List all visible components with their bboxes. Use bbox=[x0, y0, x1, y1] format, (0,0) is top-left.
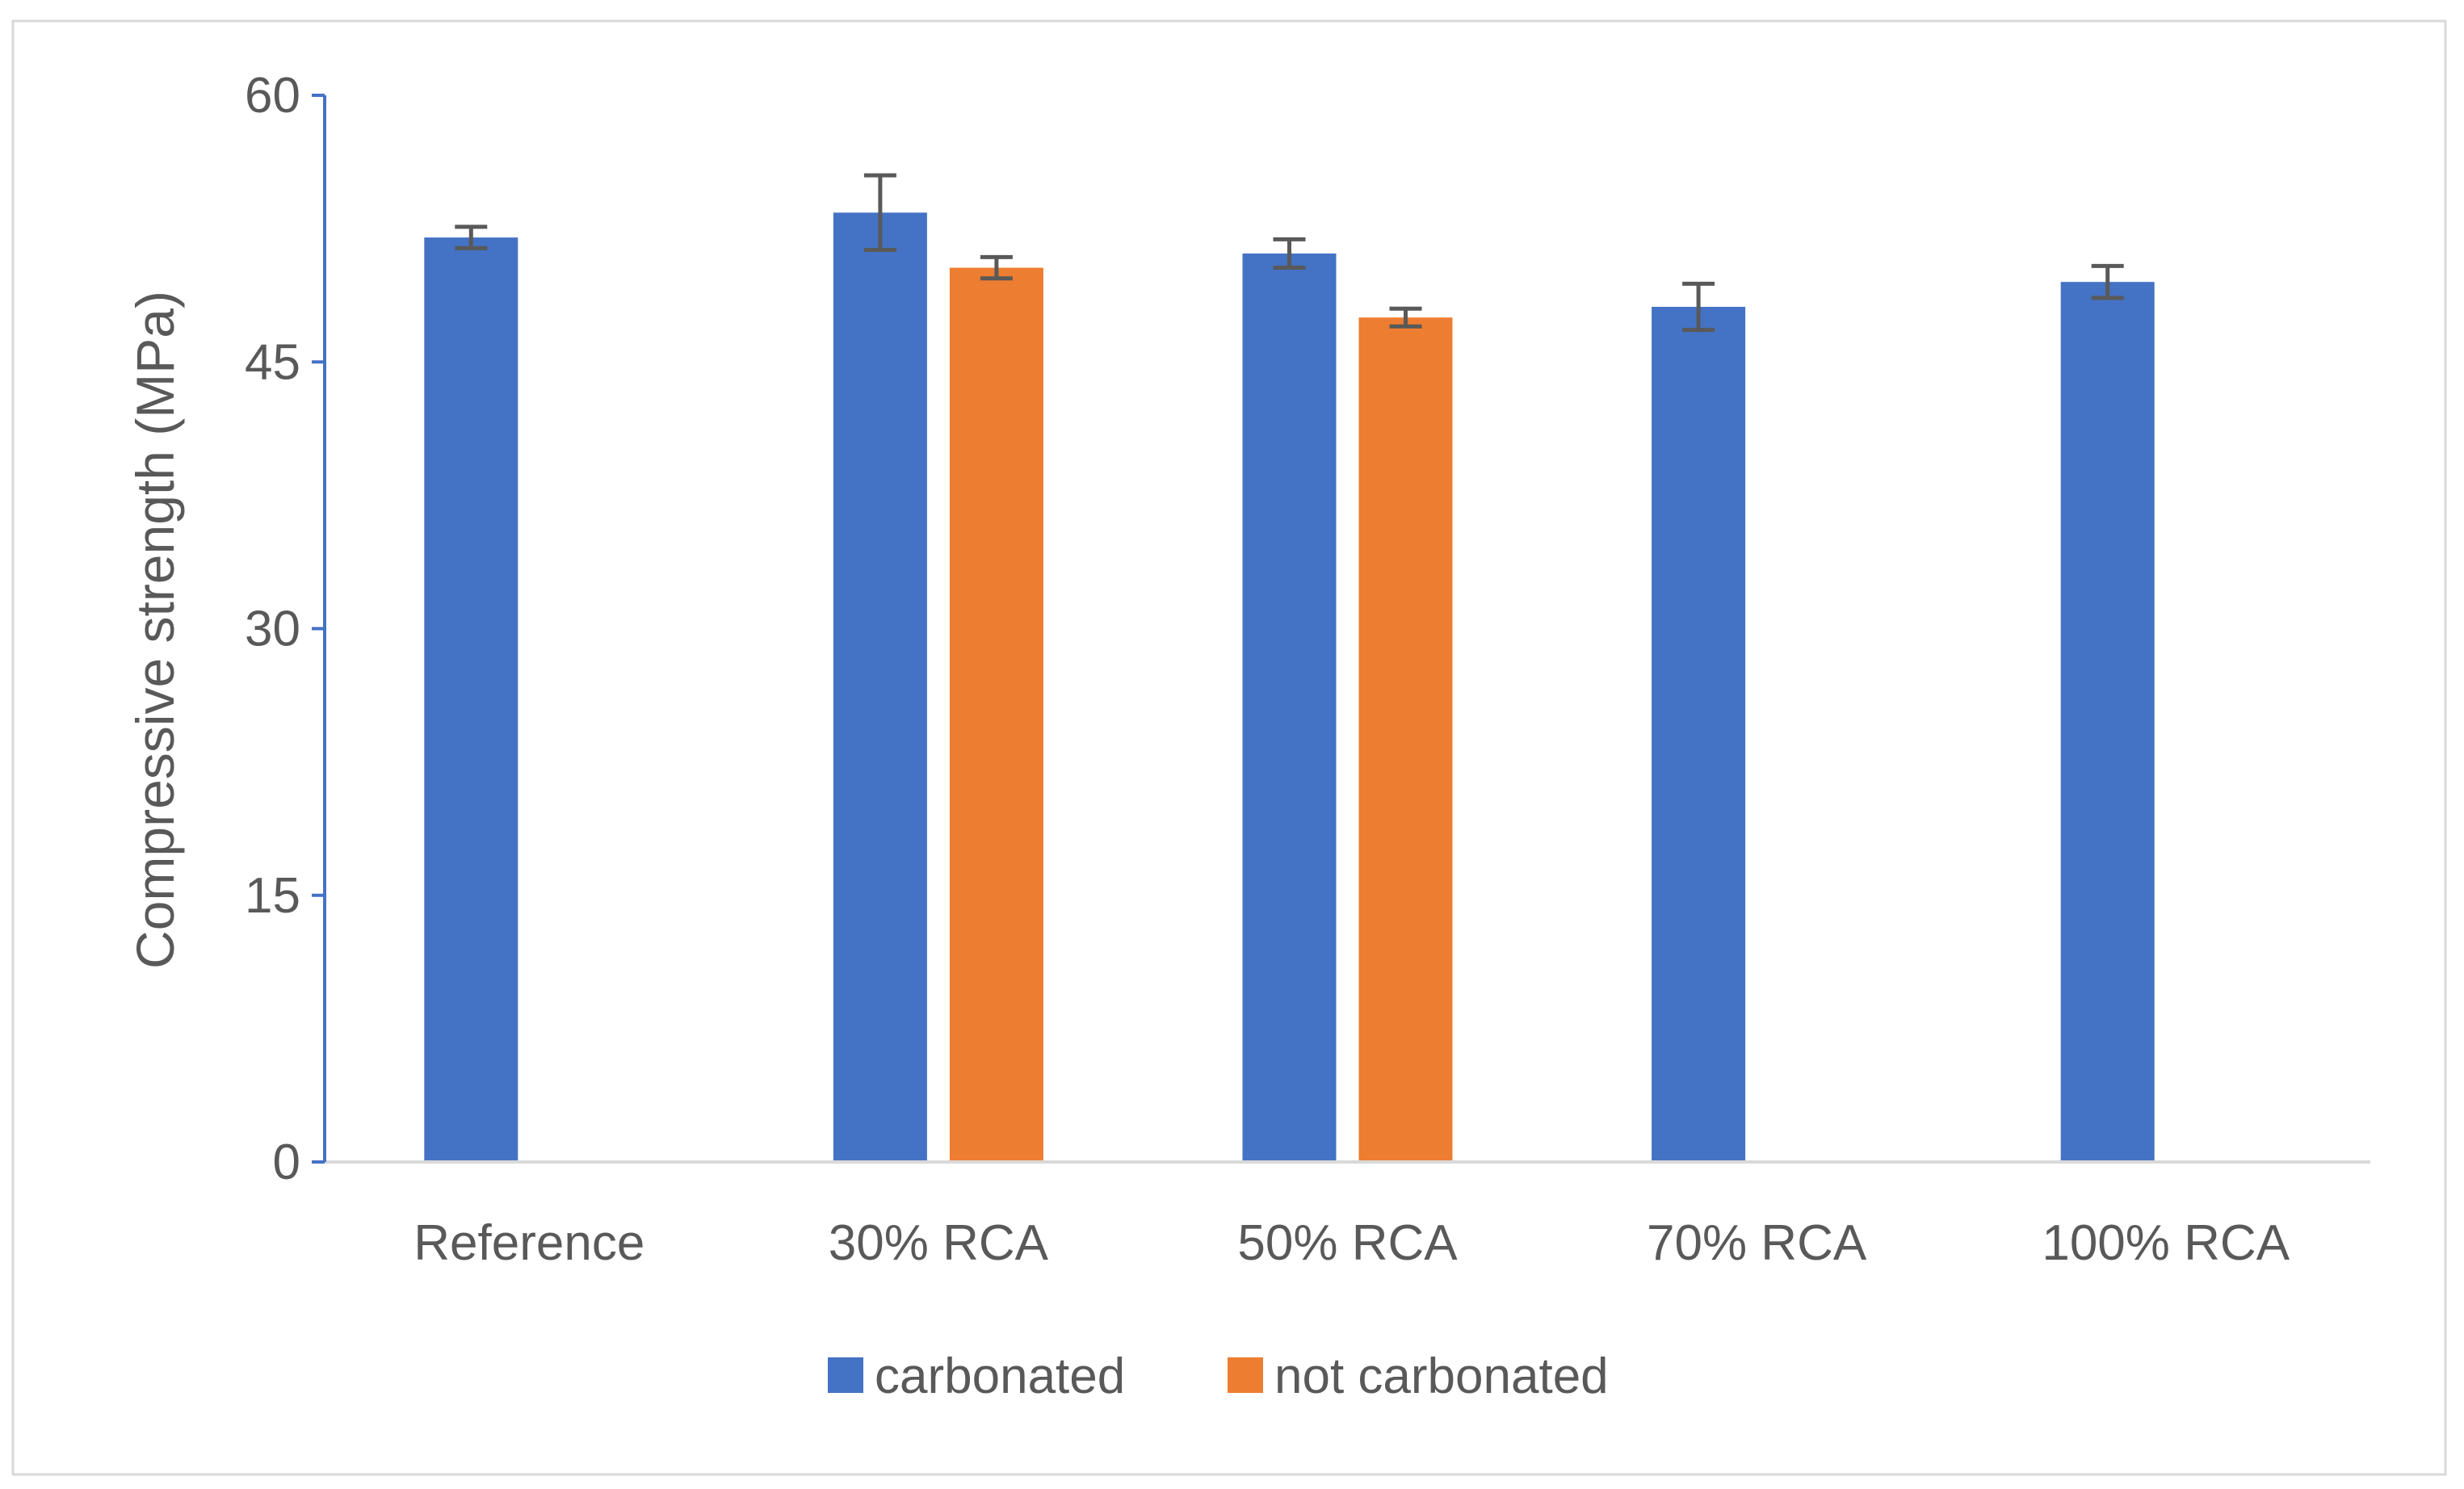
bar-carbonated bbox=[2060, 282, 2155, 1162]
x-category-label: 70% RCA bbox=[1647, 1215, 1867, 1271]
y-tick-label: 15 bbox=[245, 868, 300, 924]
x-category-label: 100% RCA bbox=[2042, 1215, 2290, 1271]
y-tick-label: 0 bbox=[273, 1135, 300, 1190]
y-axis-ticks: 0 15 30 45 60 bbox=[245, 68, 325, 1190]
legend-swatch-not-carbonated bbox=[1228, 1357, 1263, 1393]
x-category-label: Reference bbox=[413, 1215, 644, 1271]
bar-carbonated bbox=[833, 212, 927, 1162]
bar-carbonated bbox=[1652, 306, 1746, 1163]
bar-carbonated bbox=[1242, 253, 1337, 1162]
y-axis-title: Compressive strength (MPa) bbox=[125, 291, 185, 969]
legend-label: carbonated bbox=[875, 1348, 1125, 1404]
chart-border bbox=[11, 19, 2447, 1476]
bar-not-carbonated bbox=[1358, 317, 1453, 1162]
bar-not-carbonated bbox=[949, 267, 1043, 1163]
y-tick-label: 45 bbox=[245, 334, 300, 390]
x-axis-labels: Reference 30% RCA 50% RCA 70% RCA 100% RCA bbox=[413, 1215, 2290, 1271]
legend-swatch-carbonated bbox=[828, 1357, 863, 1393]
error-bars-layer bbox=[455, 173, 2124, 333]
legend-label: not carbonated bbox=[1274, 1348, 1609, 1404]
bars-layer bbox=[424, 212, 2155, 1163]
y-tick-label: 30 bbox=[245, 602, 300, 657]
x-category-label: 30% RCA bbox=[829, 1215, 1049, 1271]
x-category-label: 50% RCA bbox=[1237, 1215, 1458, 1271]
bar-carbonated bbox=[424, 237, 518, 1163]
legend: carbonated not carbonated bbox=[828, 1348, 1609, 1404]
y-tick-label: 60 bbox=[245, 68, 300, 124]
